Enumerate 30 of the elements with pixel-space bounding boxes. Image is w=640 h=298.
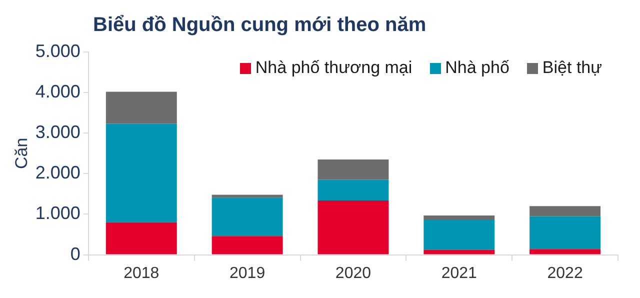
y-tick-label: 1.000 xyxy=(35,203,80,224)
bar xyxy=(106,92,177,124)
bar xyxy=(530,206,601,216)
bar xyxy=(318,200,389,254)
bar xyxy=(212,198,283,236)
bar xyxy=(106,124,177,222)
x-tick-label: 2022 xyxy=(547,264,583,282)
y-tick-label: 0 xyxy=(70,244,80,264)
y-tick-label: 2.000 xyxy=(35,162,80,183)
bar xyxy=(424,220,495,250)
chart-title: Biểu đồ Nguồn cung mới theo năm xyxy=(93,14,426,37)
bar xyxy=(318,180,389,200)
bar xyxy=(530,216,601,250)
y-tick-label: 4.000 xyxy=(35,82,80,102)
x-tick-label: 2019 xyxy=(230,264,266,282)
bar xyxy=(212,236,283,254)
bar xyxy=(318,159,389,180)
y-tick-label: 3.000 xyxy=(35,122,80,142)
bar xyxy=(530,249,601,254)
bar xyxy=(424,215,495,220)
y-tick-label: 5.000 xyxy=(35,40,80,61)
legend-label: Nhà phố thương mại xyxy=(255,58,412,78)
bar xyxy=(424,250,495,254)
legend-label: Biệt thự xyxy=(542,58,602,78)
x-tick-label: 2020 xyxy=(335,264,372,282)
legend-label: Nhà phố xyxy=(445,58,510,78)
y-axis-title: Căn xyxy=(12,138,31,169)
bar xyxy=(106,222,177,254)
x-tick-label: 2018 xyxy=(124,264,160,282)
x-tick-label: 2021 xyxy=(441,264,478,282)
